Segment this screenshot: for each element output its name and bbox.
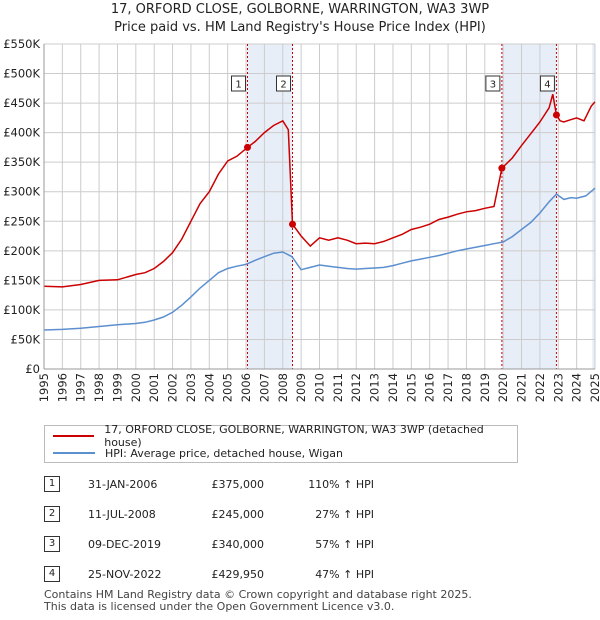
x-tick-label: 2013 [368,373,382,402]
x-tick-label: 2020 [496,373,510,402]
legend-swatch-hpi [53,452,95,454]
x-tick-label: 2012 [349,373,363,402]
sale-hpi-change: 110% ↑ HPI [308,478,374,491]
x-tick-label: 2019 [478,373,492,402]
sale-label-box [539,75,555,92]
sale-date: 11-JUL-2008 [88,508,156,521]
y-tick-label: £450K [3,96,40,110]
x-tick-label: 2007 [257,373,271,402]
footer: Contains HM Land Registry data © Crown c… [44,589,472,613]
price-chart: 1 2 3 4 £0 £50K £100K £150K £200K £250K £300K £350K… [3,37,600,402]
x-tick-label: 2010 [313,373,327,402]
x-tick-label: 1995 [37,373,51,402]
x-tick-label: 2017 [441,373,455,402]
sale-number-badge: 4 [44,566,60,582]
sale-date: 09-DEC-2019 [88,538,162,551]
footer-license: This data is licensed under the Open Gov… [44,600,395,613]
sale-period-band [592,44,595,369]
sale-row: 4 25-NOV-2022 £429,950 47% ↑ HPI [44,566,444,586]
x-tick-label: 2004 [202,373,216,402]
x-tick-label: 2025 [588,373,600,402]
x-tick-label: 2005 [221,373,235,402]
sale-label-number: 3 [490,80,496,91]
y-tick-label: £550K [3,37,40,51]
x-tick-label: 1999 [110,373,124,402]
x-tick-label: 2023 [551,373,565,402]
sale-row: 2 11-JUL-2008 £245,000 27% ↑ HPI [44,506,444,526]
x-tick-label: 2006 [239,373,253,402]
legend-swatch-property [53,435,95,437]
sale-label-box [276,75,292,92]
sale-label-number: 2 [280,80,286,91]
sale-hpi-change: 57% ↑ HPI [315,538,374,551]
sale-price: £245,000 [211,508,265,521]
legend-label-property: 17, ORFORD CLOSE, GOLBORNE, WARRINGTON, … [104,423,484,449]
sale-date: 25-NOV-2022 [88,568,162,581]
sale-price: £375,000 [211,478,265,491]
x-tick-label: 2000 [129,373,143,402]
y-tick-label: £0 [25,362,40,376]
y-tick-label: £500K [3,67,40,81]
sale-number-badge: 1 [44,476,60,492]
x-tick-label: 2018 [459,373,473,402]
sale-point [552,111,560,119]
x-tick-label: 2021 [515,373,529,402]
sale-row: 1 31-JAN-2006 £375,000 110% ↑ HPI [44,476,444,496]
sale-label-number: 1 [235,80,241,91]
x-tick-label: 2003 [184,373,198,402]
x-tick-label: 1998 [92,373,106,402]
sale-price: £429,950 [211,568,265,581]
legend-item-property: 17, ORFORD CLOSE, GOLBORNE, WARRINGTON, … [53,423,517,449]
x-tick-label: 2024 [570,373,584,402]
sale-period-band [501,44,557,369]
footer-copyright: Contains HM Land Registry data © Crown c… [44,588,472,601]
sale-price: £340,000 [211,538,265,551]
sale-hpi-change: 27% ↑ HPI [315,508,374,521]
sale-label-number: 4 [544,80,550,91]
x-tick-label: 2022 [533,373,547,402]
chart-subtitle: Price paid vs. HM Land Registry's House … [114,20,486,35]
x-tick-label: 2002 [166,373,180,402]
y-tick-label: £200K [3,244,40,258]
sale-point [498,164,506,172]
sale-point [289,220,297,228]
y-tick-label: £150K [3,273,40,287]
legend: 17, ORFORD CLOSE, GOLBORNE, WARRINGTON, … [44,423,518,463]
y-tick-label: £400K [3,126,40,140]
x-tick-label: 2015 [404,373,418,402]
x-tick-label: 2016 [423,373,437,402]
x-tick-label: 2008 [276,373,290,402]
x-tick-label: 2009 [294,373,308,402]
sale-number-badge: 3 [44,536,60,552]
y-tick-label: £350K [3,155,40,169]
sale-label-box [231,75,247,92]
y-tick-label: £50K [11,332,41,346]
x-tick-label: 1997 [74,373,88,402]
x-tick-label: 1996 [55,373,69,402]
sale-period-band [247,44,293,369]
legend-item-hpi: HPI: Average price, detached house, Wiga… [53,445,343,461]
chart-title: 17, ORFORD CLOSE, GOLBORNE, WARRINGTON, … [110,2,490,17]
sale-label-box [485,75,501,92]
sale-number-badge: 2 [44,506,60,522]
sale-hpi-change: 47% ↑ HPI [315,568,374,581]
x-tick-label: 2001 [147,373,161,402]
legend-label-hpi: HPI: Average price, detached house, Wiga… [105,446,344,460]
property-price-line [43,94,596,288]
y-tick-label: £100K [3,303,40,317]
sale-point [244,143,252,151]
x-tick-label: 2011 [331,373,345,402]
x-tick-label: 2014 [386,373,400,402]
y-tick-label: £300K [3,185,40,199]
y-tick-label: £250K [3,214,40,228]
sale-row: 3 09-DEC-2019 £340,000 57% ↑ HPI [44,536,444,556]
hpi-line [43,187,596,331]
sale-date: 31-JAN-2006 [88,478,158,491]
